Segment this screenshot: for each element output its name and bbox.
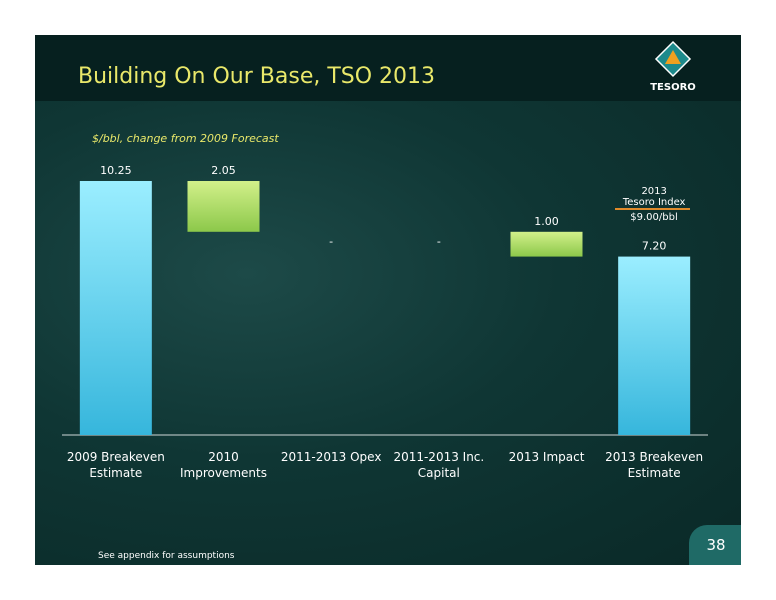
value-label: - <box>437 235 441 248</box>
total-bar <box>79 181 152 435</box>
logo: TESORO <box>650 40 696 93</box>
x-tick-label: 2011-2013 Opex <box>280 450 382 464</box>
annotation-line: 2013 <box>641 186 666 197</box>
footnote: See appendix for assumptions <box>98 551 235 561</box>
total-bar <box>618 256 691 435</box>
x-tick-label: 2011-2013 Inc. Capital <box>393 450 485 480</box>
header-band <box>35 35 741 101</box>
annotation-value: $9.00/bbl <box>630 212 677 223</box>
x-tick-label: 2009 Breakeven Estimate <box>66 450 165 480</box>
title: Building On Our Base, TSO 2013 <box>78 64 435 89</box>
value-label: - <box>329 235 333 248</box>
x-tick-label: 2010 Improvements <box>180 450 267 480</box>
change-bar <box>510 231 583 257</box>
value-label: 2.05 <box>211 164 236 177</box>
value-label: 10.25 <box>100 164 132 177</box>
x-tick-label: 2013 Breakeven Estimate <box>605 450 704 480</box>
x-tick-label: 2013 Impact <box>508 450 585 464</box>
page-tab <box>689 525 741 565</box>
value-label: 7.20 <box>642 240 667 253</box>
logo-text: TESORO <box>650 82 696 93</box>
subtitle: $/bbl, change from 2009 Forecast <box>92 132 279 145</box>
change-bar <box>187 181 260 232</box>
annotation-line: Tesoro Index <box>622 197 686 208</box>
value-label: 1.00 <box>534 215 559 228</box>
page-number: 38 <box>706 536 725 554</box>
